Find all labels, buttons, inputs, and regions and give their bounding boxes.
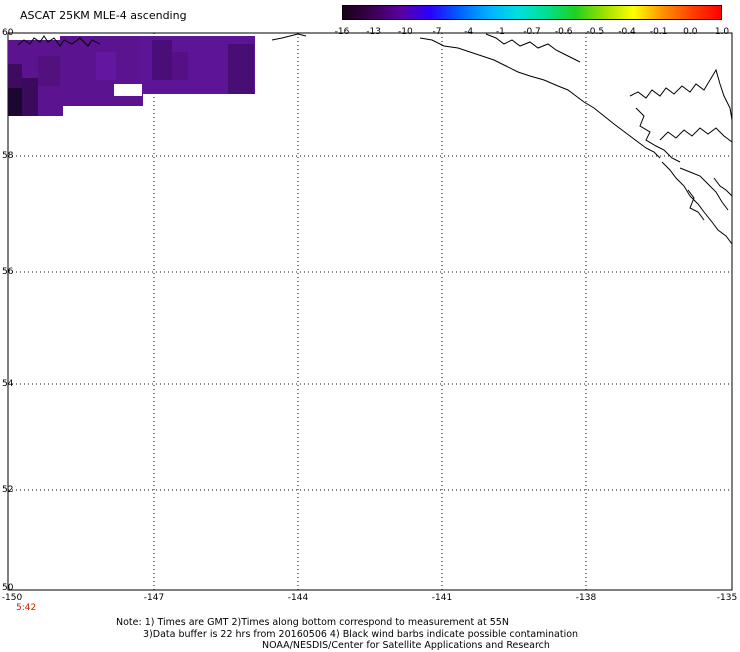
colorbar-tick-label: -10 (397, 27, 413, 37)
swath-cell-mid-1 (96, 52, 116, 80)
lat-label-52: 52 (2, 485, 14, 495)
time-label: 5:42 (16, 603, 37, 613)
colorbar-tick-label: -0.6 (554, 27, 573, 37)
note-line-2: 3)Data buffer is 22 hrs from 20160506 4)… (143, 629, 579, 640)
swath-cell-dark-6 (172, 52, 188, 80)
lat-label-56: 56 (2, 267, 14, 277)
coast-islands-5 (687, 189, 705, 221)
lat-label-54: 54 (2, 379, 14, 389)
colorbar-tick-label: -0.5 (586, 27, 605, 37)
coast-northwest (17, 35, 101, 47)
coast-islands-3 (661, 161, 733, 245)
coast-northeast-ridge (485, 33, 581, 63)
lon-label-147: -147 (143, 593, 165, 603)
lon-label-138: -138 (575, 593, 597, 603)
coast-yakutat (419, 37, 661, 159)
swath-gap (114, 84, 142, 96)
colorbar (342, 5, 722, 20)
colorbar-tick-label: -4 (464, 27, 474, 37)
swath-cell-dark-5 (228, 44, 254, 94)
coast-alexander-archipelago (629, 68, 733, 121)
colorbar-tick-label: -0.4 (618, 27, 636, 37)
lat-label-60: 60 (2, 28, 14, 38)
lon-label-144: -144 (287, 593, 309, 603)
coast-islands-6 (713, 177, 733, 197)
colorbar-tick-label: -7 (432, 27, 442, 37)
swath-cell-mid-2 (38, 56, 60, 86)
lat-label-50: 50 (2, 583, 14, 593)
colorbar-tick-label: -0.7 (523, 27, 541, 37)
plot-frame (7, 32, 733, 591)
coast-islands-4 (679, 167, 729, 211)
colorbar-tick-label: 1.0 (714, 27, 730, 37)
swath-cell-dark-4 (152, 40, 172, 80)
data-swath (8, 36, 255, 116)
colorbar-tick-label: -16 (334, 27, 350, 37)
coast-gulf-shore (271, 33, 307, 41)
lon-label-150: -150 (1, 593, 23, 603)
coast-islands-1 (635, 107, 681, 163)
graticule (8, 33, 732, 590)
coast-islands-2 (659, 127, 733, 143)
swath-cell-dark-3 (22, 78, 38, 116)
swath-cell-dark-1 (8, 88, 22, 116)
colorbar-tick-label: -1 (495, 27, 505, 37)
map-title: ASCAT 25KM MLE-4 ascending (20, 9, 187, 22)
swath-cell-dark-2 (8, 64, 22, 88)
note-line-1: Note: 1) Times are GMT 2)Times along bot… (116, 617, 509, 628)
lon-label-135: -135 (716, 593, 738, 603)
colorbar-tick-label: -0.1 (649, 27, 668, 37)
colorbar-tick-label: -13 (366, 27, 382, 37)
lat-label-58: 58 (2, 151, 14, 161)
coastline (17, 33, 733, 245)
lon-label-141: -141 (431, 593, 453, 603)
colorbar-tick-label: 0.0 (683, 27, 698, 37)
colorbar-labels: -16 -13 -10 -7 -4 -1 -0.7 -0.6 -0.5 -0.4 -0.1 0.0 1.… (332, 27, 732, 39)
note-line-3: NOAA/NESDIS/Center for Satellite Applica… (262, 640, 550, 651)
